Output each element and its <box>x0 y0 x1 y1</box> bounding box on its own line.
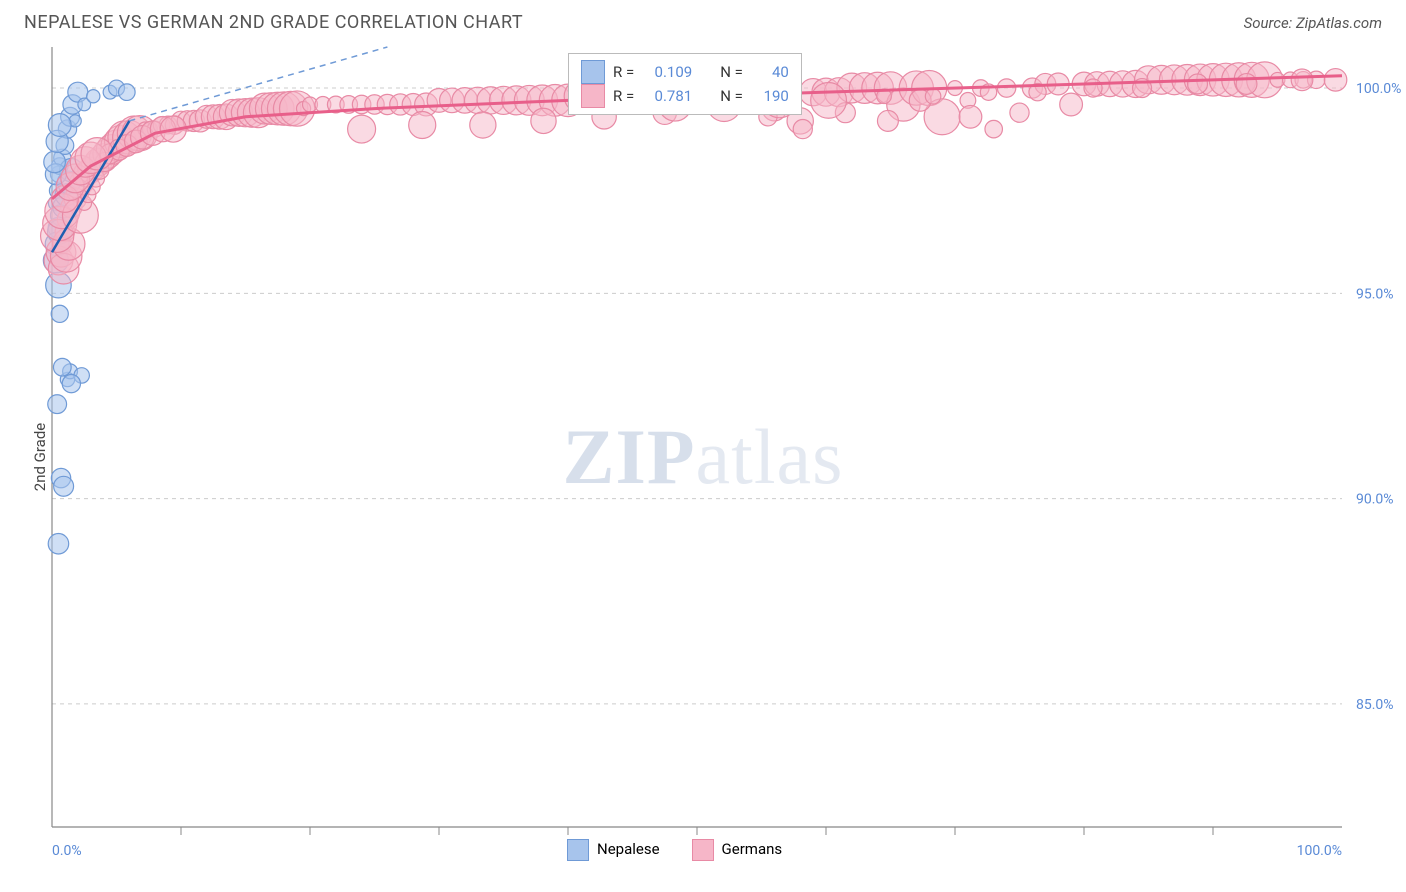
legend-label: Nepalese <box>597 840 660 858</box>
legend-swatch <box>567 839 589 861</box>
svg-text:0.0%: 0.0% <box>52 843 82 859</box>
legend-swatch <box>692 839 714 861</box>
series-legend: Nepalese Germans <box>567 839 782 861</box>
svg-text:85.0%: 85.0% <box>1356 697 1394 713</box>
legend-n-label: N = <box>720 63 743 81</box>
scatter-plot: 85.0% 90.0% 95.0% 100.0% 0.0% 100.0% <box>0 37 1406 877</box>
legend-r-value: 0.781 <box>642 87 692 105</box>
legend-item: Nepalese <box>567 839 660 861</box>
stats-legend-row: R = 0.781 N = 190 <box>581 84 789 108</box>
chart-header: NEPALESE VS GERMAN 2ND GRADE CORRELATION… <box>0 0 1406 37</box>
chart-source: Source: ZipAtlas.com <box>1244 14 1382 32</box>
legend-r-label: R = <box>613 87 634 105</box>
legend-r-value: 0.109 <box>642 63 692 81</box>
legend-n-value: 40 <box>751 63 789 81</box>
stats-legend: R = 0.109 N = 40 R = 0.781 N = 190 <box>568 53 802 115</box>
legend-swatch <box>581 84 605 108</box>
legend-item: Germans <box>692 839 783 861</box>
svg-text:95.0%: 95.0% <box>1356 286 1394 302</box>
chart-container: 2nd Grade 85.0%90.0%95.0%100.0%0.0%100.0… <box>0 37 1406 877</box>
legend-n-value: 190 <box>751 87 789 105</box>
svg-text:90.0%: 90.0% <box>1356 492 1394 508</box>
chart-title: NEPALESE VS GERMAN 2ND GRADE CORRELATION… <box>24 12 523 33</box>
legend-swatch <box>581 60 605 84</box>
legend-label: Germans <box>722 840 783 858</box>
legend-n-label: N = <box>720 87 743 105</box>
stats-legend-row: R = 0.109 N = 40 <box>581 60 789 84</box>
legend-r-label: R = <box>613 63 634 81</box>
svg-text:100.0%: 100.0% <box>1297 843 1342 859</box>
svg-text:100.0%: 100.0% <box>1356 81 1401 97</box>
